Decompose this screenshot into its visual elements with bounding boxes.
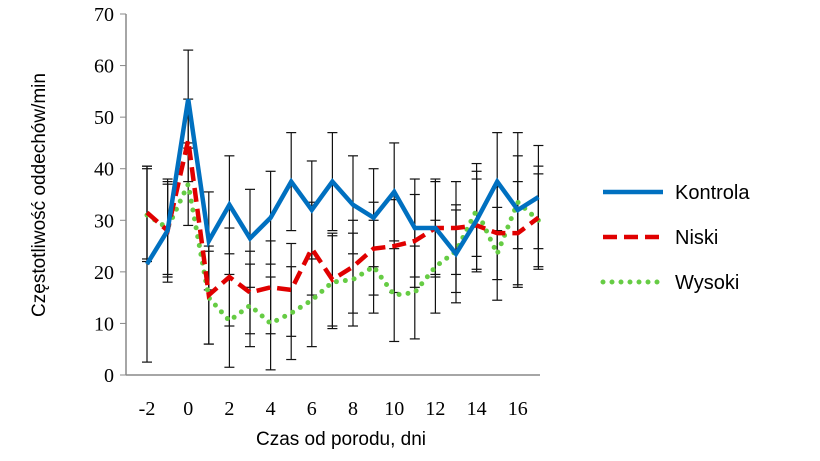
x-tick-label: 16 xyxy=(508,398,528,420)
legend-label: Wysoki xyxy=(675,272,739,294)
legend-label: Kontrola xyxy=(675,182,750,204)
y-tick-label: 70 xyxy=(94,4,114,26)
x-tick-label: -2 xyxy=(139,398,156,420)
x-axis: -2 0 2 4 6 8 10 12 14 16 xyxy=(126,374,540,420)
x-tick-label: 4 xyxy=(266,398,276,420)
y-axis: 0 10 20 30 40 50 60 70 xyxy=(94,4,127,387)
y-tick-label: 30 xyxy=(94,210,114,232)
x-tick-label: 0 xyxy=(183,398,193,420)
x-tick-label: 14 xyxy=(467,398,487,420)
y-tick-label: 0 xyxy=(104,365,114,387)
y-tick-label: 10 xyxy=(94,313,114,335)
x-tick-label: 10 xyxy=(384,398,404,420)
y-tick-label: 40 xyxy=(94,159,114,181)
legend-label: Niski xyxy=(675,227,718,249)
y-tick-label: 50 xyxy=(94,107,114,129)
series-line-kontrola xyxy=(145,98,540,266)
x-tick-label: 8 xyxy=(348,398,358,420)
series-lines xyxy=(144,98,541,327)
x-tick-label: 6 xyxy=(307,398,317,420)
y-axis-label: Częstotliwość oddechów/min xyxy=(29,73,50,317)
legend: Kontrola Niski Wysoki xyxy=(600,182,750,294)
y-tick-label: 20 xyxy=(94,262,114,284)
x-tick-label: 2 xyxy=(224,398,234,420)
y-tick-label: 60 xyxy=(94,56,114,78)
x-tick-label: 12 xyxy=(425,398,445,420)
x-axis-label: Czas od porodu, dni xyxy=(256,429,426,450)
